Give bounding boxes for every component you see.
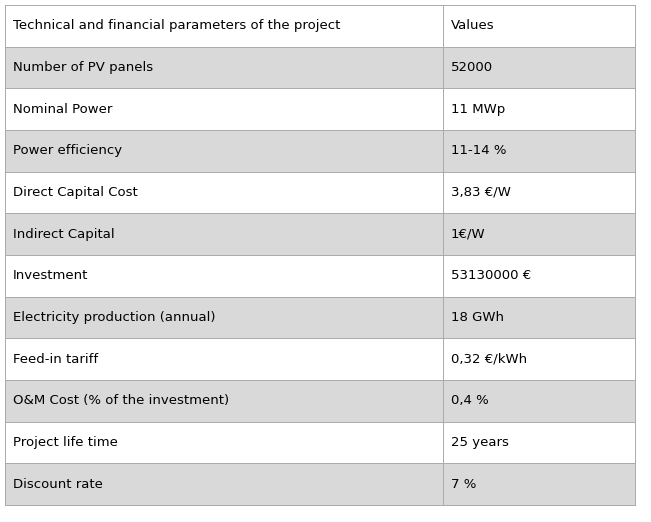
Bar <box>5 88 443 130</box>
Bar <box>443 338 635 380</box>
Text: Power efficiency: Power efficiency <box>13 145 122 157</box>
Bar <box>443 172 635 213</box>
Bar <box>443 464 635 505</box>
Bar <box>443 255 635 296</box>
Text: 25 years: 25 years <box>451 436 508 449</box>
Text: Feed-in tariff: Feed-in tariff <box>13 353 98 366</box>
Text: 0,32 €/kWh: 0,32 €/kWh <box>451 353 527 366</box>
Text: Investment: Investment <box>13 269 89 282</box>
Bar <box>5 464 443 505</box>
Bar <box>443 88 635 130</box>
Text: 7 %: 7 % <box>451 478 477 491</box>
Text: 53130000 €: 53130000 € <box>451 269 531 282</box>
Bar <box>5 255 443 296</box>
Text: Electricity production (annual): Electricity production (annual) <box>13 311 215 324</box>
Bar <box>443 296 635 338</box>
Text: 3,83 €/W: 3,83 €/W <box>451 186 511 199</box>
Bar <box>5 172 443 213</box>
Bar <box>5 296 443 338</box>
Bar <box>443 380 635 422</box>
Text: 1€/W: 1€/W <box>451 228 486 241</box>
Bar <box>5 5 443 46</box>
Text: Indirect Capital: Indirect Capital <box>13 228 115 241</box>
Bar <box>5 380 443 422</box>
Bar <box>443 5 635 46</box>
Text: 52000: 52000 <box>451 61 493 74</box>
Text: 11-14 %: 11-14 % <box>451 145 506 157</box>
Bar <box>443 46 635 88</box>
Text: Values: Values <box>451 19 495 32</box>
Text: 18 GWh: 18 GWh <box>451 311 504 324</box>
Text: O&M Cost (% of the investment): O&M Cost (% of the investment) <box>13 394 229 407</box>
Bar <box>5 422 443 464</box>
Bar <box>443 130 635 172</box>
Bar <box>5 46 443 88</box>
Bar <box>5 213 443 255</box>
Text: 11 MWp: 11 MWp <box>451 103 505 116</box>
Text: Project life time: Project life time <box>13 436 118 449</box>
Bar <box>443 422 635 464</box>
Bar <box>443 213 635 255</box>
Text: Number of PV panels: Number of PV panels <box>13 61 153 74</box>
Bar <box>5 338 443 380</box>
Text: 0,4 %: 0,4 % <box>451 394 489 407</box>
Text: Direct Capital Cost: Direct Capital Cost <box>13 186 138 199</box>
Text: Technical and financial parameters of the project: Technical and financial parameters of th… <box>13 19 340 32</box>
Bar <box>5 130 443 172</box>
Text: Discount rate: Discount rate <box>13 478 103 491</box>
Text: Nominal Power: Nominal Power <box>13 103 113 116</box>
